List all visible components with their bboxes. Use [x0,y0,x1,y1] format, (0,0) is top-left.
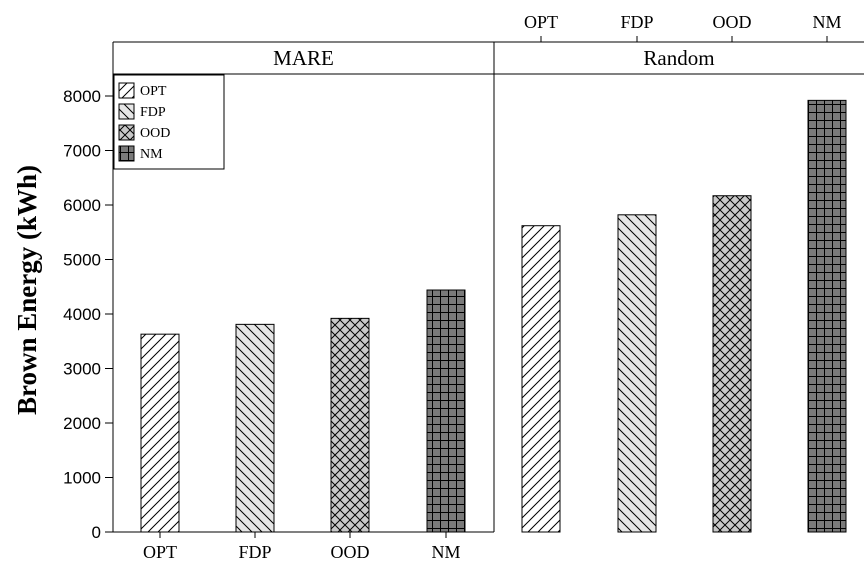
legend-label: OPT [140,84,167,99]
bar-mare-fdp [235,323,275,533]
x-tick-label: OPT [143,542,177,562]
legend-label: FDP [140,105,166,120]
legend: OPT FDP OOD NM [113,74,225,170]
chart-panels: MARE Random [112,41,864,532]
legend-label: NM [140,147,163,162]
legend-label: OOD [140,126,170,141]
y-tick-label: 2000 [63,414,101,433]
legend-swatch-opt [118,82,135,99]
y-tick-label: 8000 [63,87,101,106]
panel-title: MARE [273,46,334,70]
legend-swatch-fdp [118,103,135,120]
bar-random-fdp [617,214,657,533]
y-tick-label: 3000 [63,360,101,379]
x-tick-label-top: NM [812,12,841,32]
bar-mare-opt [140,333,180,533]
x-tick-label-top: OOD [713,12,752,32]
bar-mare-nm [426,289,466,533]
x-tick-label: FDP [238,542,271,562]
legend-swatch-ood [118,124,135,141]
y-axis-label: Brown Energy (kWh) [12,165,42,415]
x-tick-label-top: FDP [620,12,653,32]
bar-random-nm [807,99,847,533]
x-tick-label-top: OPT [524,12,558,32]
y-tick-label: 6000 [63,196,101,215]
bar-mare-ood [330,317,370,533]
x-tick-label: NM [431,542,460,562]
bars [140,99,847,533]
y-tick-label: 0 [92,523,101,542]
panel-title: Random [643,46,714,70]
y-axis: 0 1000 2000 3000 4000 5000 6000 7000 8000 [63,74,114,542]
y-tick-label: 4000 [63,305,101,324]
x-tick-label: OOD [331,542,370,562]
bar-random-ood [712,195,752,533]
legend-swatch-nm [118,145,135,162]
y-tick-label: 7000 [63,142,101,161]
y-tick-label: 1000 [63,469,101,488]
y-tick-label: 5000 [63,251,101,270]
bar-random-opt [521,225,561,533]
x-tick-labels: OPT OPT FDP FDP OOD OOD NM NM [113,12,842,562]
